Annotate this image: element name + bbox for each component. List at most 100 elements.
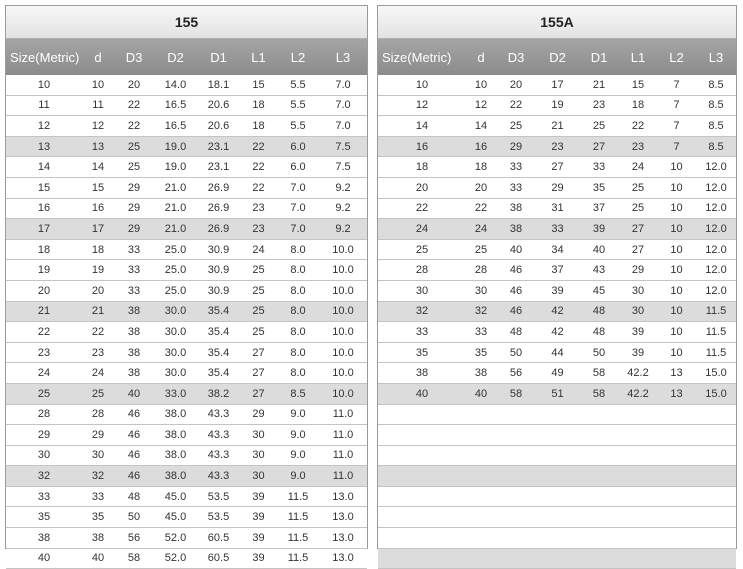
table-row: 14 14 25 19.0 23.1 22 6.0 7.5 <box>6 156 367 178</box>
table-cell: 13.0 <box>319 527 367 549</box>
table-row: 10 10 20 14.0 18.1 15 5.5 7.0 <box>6 75 367 96</box>
table-cell: 10.0 <box>319 301 367 323</box>
table-cell: 23.1 <box>197 136 240 158</box>
table-cell: 11.0 <box>319 404 367 426</box>
table-cell: 38 <box>496 198 536 220</box>
table-cell: 33 <box>496 177 536 199</box>
empty-table-row <box>378 445 736 467</box>
table-cell <box>619 506 657 529</box>
table-cell: 56 <box>114 527 154 549</box>
table-cell: 23 <box>240 218 277 240</box>
table-cell: 39 <box>619 321 657 343</box>
table-cell: 35.4 <box>197 342 240 364</box>
table-cell: 19 <box>536 95 579 117</box>
table-cell: 18 <box>378 156 466 178</box>
table-cell: 11.5 <box>277 548 319 569</box>
table-cell: 11.5 <box>696 321 736 343</box>
table-cell: 45 <box>579 280 619 302</box>
table-cell: 25 <box>240 301 277 323</box>
table-cell <box>696 404 736 426</box>
table-cell: 30 <box>240 445 277 467</box>
table-row: 22 22 38 30.0 35.4 25 8.0 10.0 <box>6 321 367 343</box>
table-cell: 8.0 <box>277 280 319 302</box>
table-cell: 40 <box>496 239 536 261</box>
table-cell: 13 <box>657 362 696 384</box>
table-cell: 53.5 <box>197 486 240 508</box>
table-cell: 11.5 <box>277 486 319 508</box>
table-cell: 10 <box>657 321 696 343</box>
table-cell: 33.0 <box>154 383 197 405</box>
table-cell: 38.0 <box>154 465 197 487</box>
table-cell <box>496 527 536 549</box>
table-cell <box>657 445 696 467</box>
table-cell: 25 <box>579 115 619 137</box>
table-cell: 11.0 <box>319 424 367 446</box>
table-cell: 32 <box>6 465 82 487</box>
table-cell: 22 <box>82 321 114 343</box>
table-cell: 52.0 <box>154 527 197 549</box>
table-cell: 14 <box>82 156 114 178</box>
table-cell: 39 <box>536 280 579 302</box>
table-cell <box>536 548 579 569</box>
table-cell: 22 <box>378 198 466 220</box>
table-cell: 39 <box>240 506 277 529</box>
table-cell: 25 <box>240 259 277 281</box>
table-cell: 29 <box>114 177 154 199</box>
table-cell: 35.4 <box>197 321 240 343</box>
table-cell: 18.1 <box>197 75 240 96</box>
table-cell: 12 <box>6 115 82 137</box>
table-cell: 9.2 <box>319 177 367 199</box>
table-cell: 42.2 <box>619 383 657 405</box>
table-row: 28 28 46 37 43 29 10 12.0 <box>378 259 736 281</box>
table-cell: 27 <box>240 383 277 405</box>
table-cell: 8.0 <box>277 239 319 261</box>
table-cell <box>378 424 466 446</box>
table-cell <box>496 404 536 426</box>
table-cell: 18 <box>240 95 277 117</box>
table-cell: 6.0 <box>277 136 319 158</box>
table-cell: 28 <box>378 259 466 281</box>
table-cell <box>466 527 496 549</box>
table-cell: 33 <box>114 239 154 261</box>
table-cell: 21 <box>6 301 82 323</box>
table-cell: 14 <box>6 156 82 178</box>
table-cell: 58 <box>579 362 619 384</box>
table-cell: 22 <box>466 198 496 220</box>
column-header-l1: L1 <box>630 49 646 65</box>
table-cell <box>579 527 619 549</box>
table-row: 16 16 29 23 27 23 7 8.5 <box>378 136 736 158</box>
table-cell: 27 <box>619 218 657 240</box>
table-cell: 40 <box>378 383 466 405</box>
table-row: 12 12 22 16.5 20.6 18 5.5 7.0 <box>6 115 367 137</box>
table-cell: 7 <box>657 136 696 158</box>
table-cell: 10 <box>657 280 696 302</box>
table-cell <box>657 548 696 569</box>
table-cell: 22 <box>240 177 277 199</box>
table-cell: 12 <box>466 95 496 117</box>
table-cell: 8.5 <box>696 95 736 117</box>
table-cell: 17 <box>82 218 114 240</box>
table-cell: 10 <box>657 198 696 220</box>
table-cell: 56 <box>496 362 536 384</box>
table-row: 17 17 29 21.0 26.9 23 7.0 9.2 <box>6 218 367 240</box>
table-cell: 16 <box>82 198 114 220</box>
table-cell: 18 <box>240 115 277 137</box>
table-cell: 10 <box>657 259 696 281</box>
table-cell: 12.0 <box>696 280 736 302</box>
table-row: 14 14 25 21 25 22 7 8.5 <box>378 115 736 137</box>
table-row: 23 23 38 30.0 35.4 27 8.0 10.0 <box>6 342 367 364</box>
table-cell: 38 <box>82 527 114 549</box>
table-cell: 21.0 <box>154 218 197 240</box>
table-cell: 29 <box>114 198 154 220</box>
table-cell: 12.0 <box>696 177 736 199</box>
table-cell <box>536 445 579 467</box>
table-cell: 7.0 <box>319 115 367 137</box>
table-cell: 40 <box>466 383 496 405</box>
table-cell: 25 <box>496 115 536 137</box>
table-cell: 37 <box>579 198 619 220</box>
table-row: 15 15 29 21.0 26.9 22 7.0 9.2 <box>6 177 367 199</box>
table-cell: 19 <box>82 259 114 281</box>
table-cell <box>496 548 536 569</box>
table-cell: 34 <box>536 239 579 261</box>
table-cell: 35 <box>378 342 466 364</box>
